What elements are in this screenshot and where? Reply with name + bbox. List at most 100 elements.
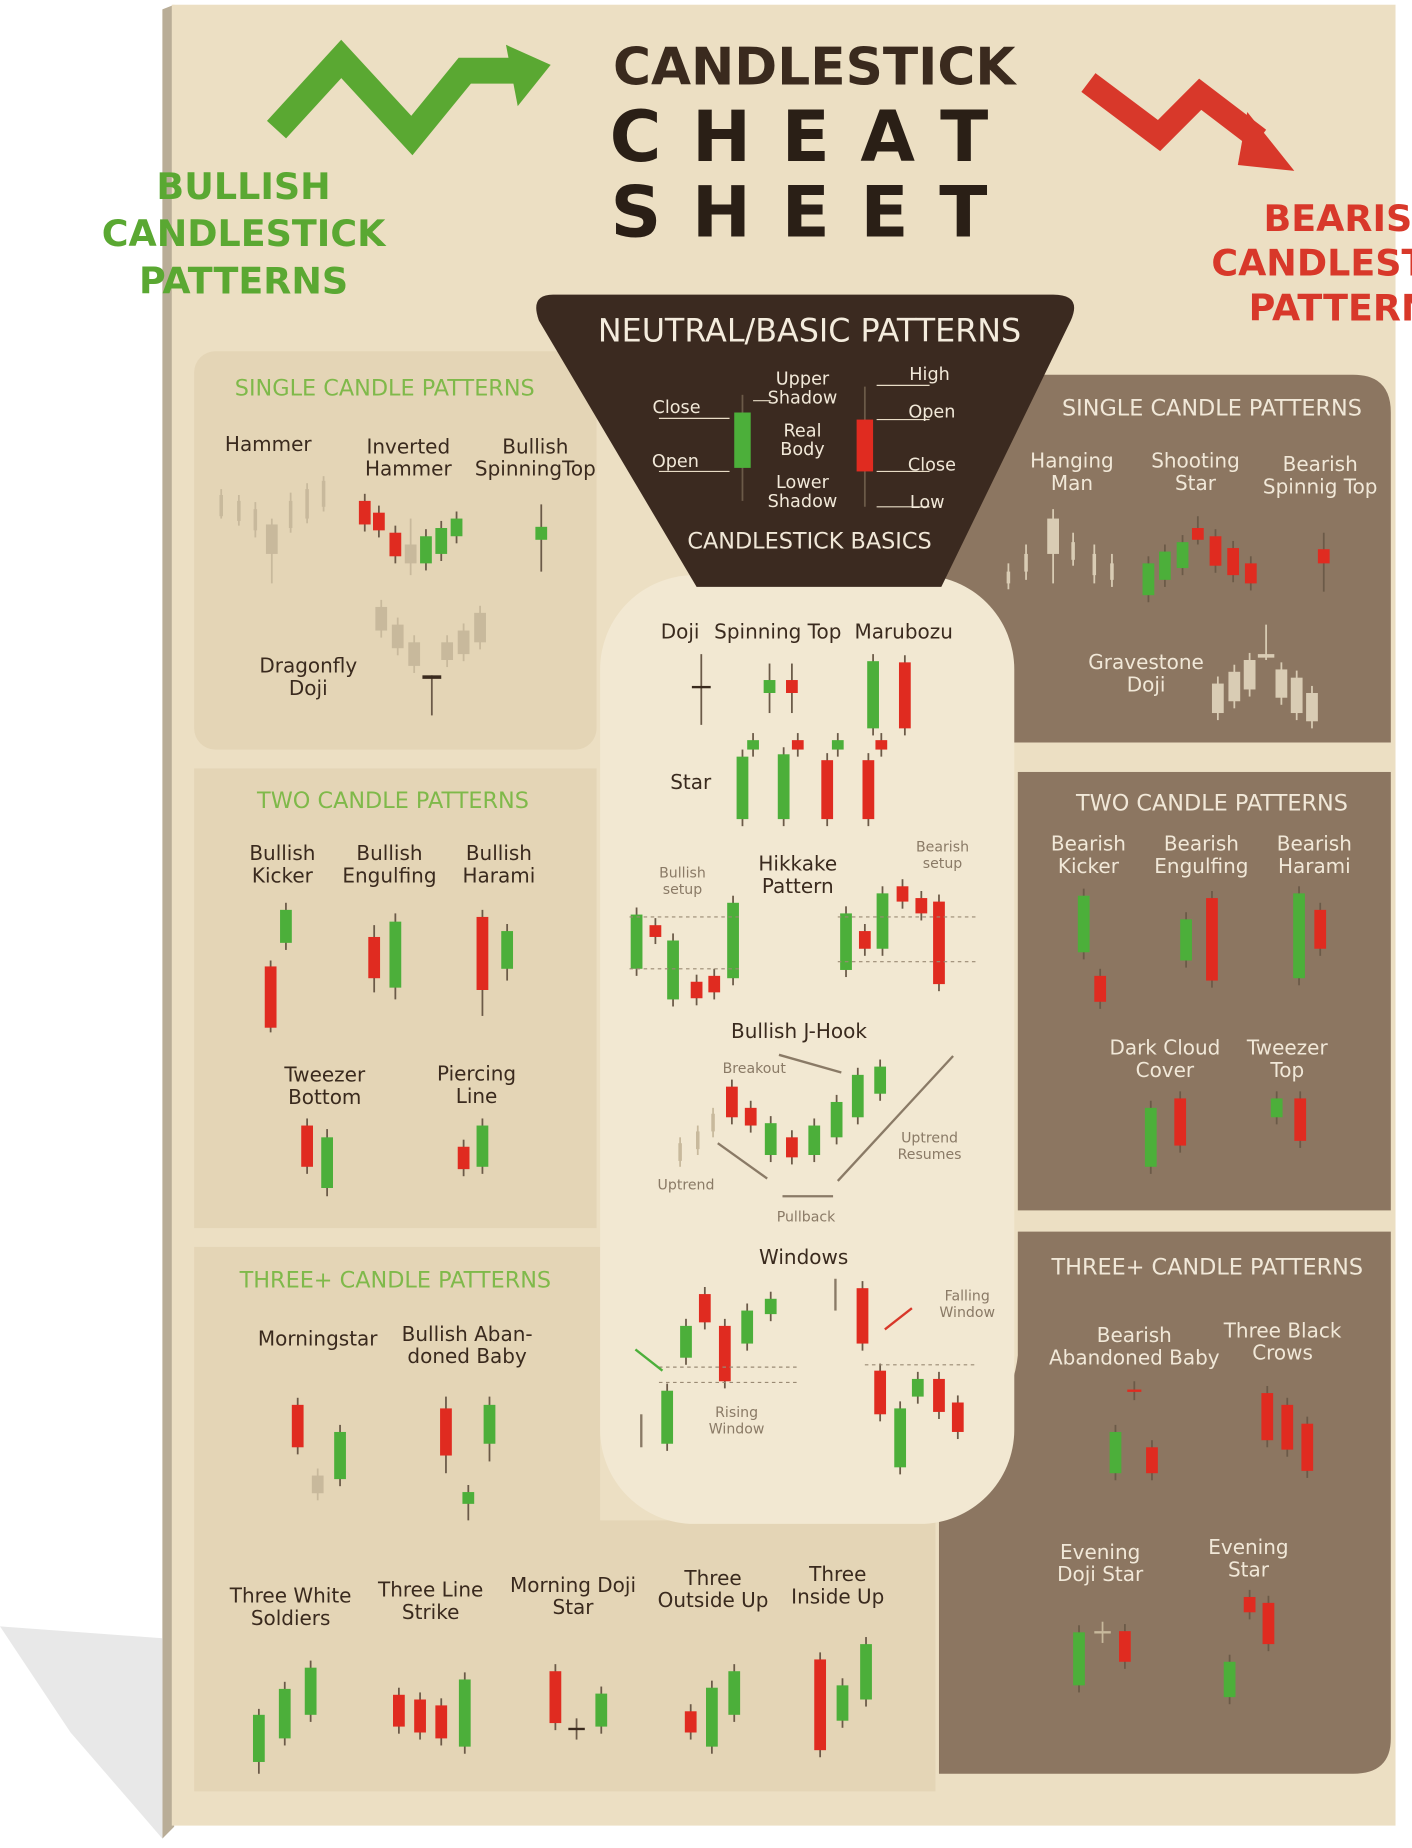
candle-body xyxy=(791,740,804,750)
candle-body xyxy=(373,512,385,531)
candle-body xyxy=(1227,548,1240,576)
label: Lower xyxy=(776,473,830,493)
bullish-arrow xyxy=(266,39,524,156)
candle-body xyxy=(874,1066,887,1094)
candle-body xyxy=(1109,1431,1122,1474)
panel-bear-two xyxy=(1017,771,1391,1211)
candle-body xyxy=(860,1644,872,1700)
guide-arrow xyxy=(634,1348,664,1372)
candle-body xyxy=(933,901,945,985)
label: Bullish xyxy=(249,841,315,865)
label: Three xyxy=(683,1566,741,1590)
candle-body xyxy=(1243,660,1256,690)
candle-body xyxy=(358,500,371,525)
label: SINGLE CANDLE PATTERNS xyxy=(1062,395,1362,421)
label: Tweezer xyxy=(1246,1035,1329,1059)
candle-body xyxy=(726,1086,738,1118)
candle-body xyxy=(836,1685,849,1721)
candle-body xyxy=(568,1727,585,1731)
candle-body xyxy=(1257,654,1275,658)
label: High xyxy=(909,365,950,385)
candle-body xyxy=(440,1408,452,1456)
label: Star xyxy=(1228,1558,1270,1582)
candle-body xyxy=(851,1074,864,1118)
candle-body xyxy=(1110,563,1114,580)
candle-body xyxy=(867,661,879,729)
label: Bullish J-Hook xyxy=(731,1019,867,1043)
candle-body xyxy=(858,931,871,949)
label: THREE+ CANDLE PATTERNS xyxy=(1051,1255,1364,1281)
label: Bullish xyxy=(502,434,568,458)
candle-body xyxy=(1211,683,1224,714)
candle-body xyxy=(856,1288,869,1344)
guide-arrow xyxy=(884,1307,913,1331)
candle-body xyxy=(1159,551,1171,580)
candle-body xyxy=(389,532,402,557)
label: PATTERNS xyxy=(1249,286,1412,329)
label: Bearish xyxy=(1051,832,1126,856)
candle-body xyxy=(1142,563,1155,596)
label: Engulfing xyxy=(1154,854,1248,878)
candle-body xyxy=(252,1714,265,1762)
candle-body xyxy=(711,1113,715,1132)
label: Three Black xyxy=(1223,1318,1342,1342)
candle-body xyxy=(1146,1447,1158,1474)
label: doned Baby xyxy=(407,1344,527,1368)
label: Bullish xyxy=(466,841,532,865)
candle-body xyxy=(698,1294,711,1323)
label: Window xyxy=(709,1422,765,1438)
label: TWO CANDLE PATTERNS xyxy=(1075,790,1348,816)
candle-body xyxy=(288,500,293,528)
bearish-arrow xyxy=(1081,73,1267,152)
candle-body xyxy=(894,1408,907,1468)
label: Three Line xyxy=(377,1578,483,1602)
candle-body xyxy=(321,1137,333,1188)
candle-body xyxy=(1174,1098,1187,1146)
candle-body xyxy=(1243,1596,1256,1613)
label: SHEET xyxy=(611,170,1018,253)
candle-body xyxy=(1073,1632,1085,1686)
candle-body xyxy=(876,893,889,949)
label: Three xyxy=(808,1562,866,1586)
candle-body xyxy=(1077,895,1090,953)
label: Three White xyxy=(229,1583,352,1607)
candle-body xyxy=(744,1107,757,1126)
candle-body xyxy=(1176,542,1189,569)
label: Close xyxy=(908,456,956,476)
panel-bear-three xyxy=(938,1231,1391,1774)
label: Shadow xyxy=(768,388,838,408)
candle-body xyxy=(1228,671,1241,702)
candle-body xyxy=(457,630,470,655)
candle-body xyxy=(874,1370,887,1415)
label: CANDLESTICK xyxy=(1211,242,1412,285)
candle-body xyxy=(875,740,888,750)
candle-body xyxy=(1275,669,1288,698)
candle-body xyxy=(1293,893,1305,979)
candle-body xyxy=(1127,1389,1142,1392)
label: CHEAT xyxy=(610,95,1019,178)
candle-body xyxy=(474,612,486,643)
label: Soldiers xyxy=(251,1606,331,1630)
label: SpinningTop xyxy=(475,457,596,481)
label: Star xyxy=(553,1595,595,1619)
candle-body xyxy=(1094,1631,1111,1634)
candle-body xyxy=(476,1125,489,1167)
candle-body xyxy=(368,936,381,979)
label: CANDLESTICK xyxy=(102,212,387,255)
label: BULLISH xyxy=(156,165,330,208)
label: Shadow xyxy=(768,492,838,512)
candle-body xyxy=(301,1125,313,1167)
candle-body xyxy=(280,909,292,943)
candle-body xyxy=(1144,1107,1157,1167)
label: Pullback xyxy=(777,1209,836,1225)
label: setup xyxy=(663,882,703,898)
candle-body xyxy=(1024,553,1028,572)
label: Bearish xyxy=(1277,832,1352,856)
bullish-arrow-head xyxy=(505,44,551,107)
candle-body xyxy=(690,981,703,999)
label: Breakout xyxy=(723,1061,787,1077)
candle-body xyxy=(1317,549,1330,564)
candle-body xyxy=(764,1298,777,1315)
candle-body xyxy=(1209,536,1222,566)
